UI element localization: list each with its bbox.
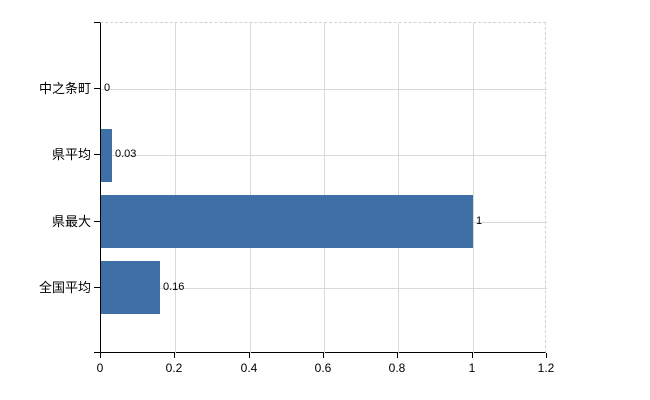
- x-tick-label: 0.6: [314, 361, 332, 375]
- horizontal-gridline: [101, 155, 547, 156]
- y-axis-tick: [94, 352, 100, 353]
- plot-area: [100, 22, 547, 354]
- category-label: 県最大: [51, 214, 91, 229]
- value-label: 0.03: [115, 148, 137, 160]
- y-axis-tick: [94, 154, 100, 155]
- category-label: 県平均: [51, 147, 91, 162]
- x-tick-label: 0: [96, 361, 104, 375]
- bar-3: [101, 195, 473, 248]
- vertical-gridline: [324, 23, 325, 354]
- x-tick-label: 1.2: [537, 361, 555, 375]
- value-label: 0: [104, 82, 111, 94]
- bar-2: [101, 129, 112, 182]
- x-axis-tick: [249, 353, 250, 358]
- x-tick-label: 0.4: [240, 361, 258, 375]
- x-tick-label: 0.2: [165, 361, 183, 375]
- y-axis-tick: [94, 221, 100, 222]
- x-axis-tick: [546, 353, 547, 358]
- x-axis-tick: [472, 353, 473, 358]
- value-label: 1: [476, 215, 483, 227]
- vertical-gridline: [398, 23, 399, 354]
- vertical-gridline: [250, 23, 251, 354]
- category-label: 中之条町: [38, 81, 91, 96]
- x-axis-tick: [323, 353, 324, 358]
- x-tick-label: 0.8: [388, 361, 406, 375]
- horizontal-gridline: [101, 288, 547, 289]
- y-axis-tick: [94, 88, 100, 89]
- y-axis-tick: [94, 287, 100, 288]
- bar-4: [101, 261, 160, 314]
- vertical-gridline: [473, 23, 474, 354]
- value-label: 0.16: [163, 281, 185, 293]
- x-axis-tick: [174, 353, 175, 358]
- vertical-gridline: [175, 23, 176, 354]
- y-axis-tick: [94, 22, 100, 23]
- horizontal-gridline: [101, 89, 547, 90]
- x-tick-label: 1: [468, 361, 476, 375]
- x-axis-tick: [100, 353, 101, 358]
- x-axis-tick: [397, 353, 398, 358]
- category-label: 全国平均: [38, 280, 91, 295]
